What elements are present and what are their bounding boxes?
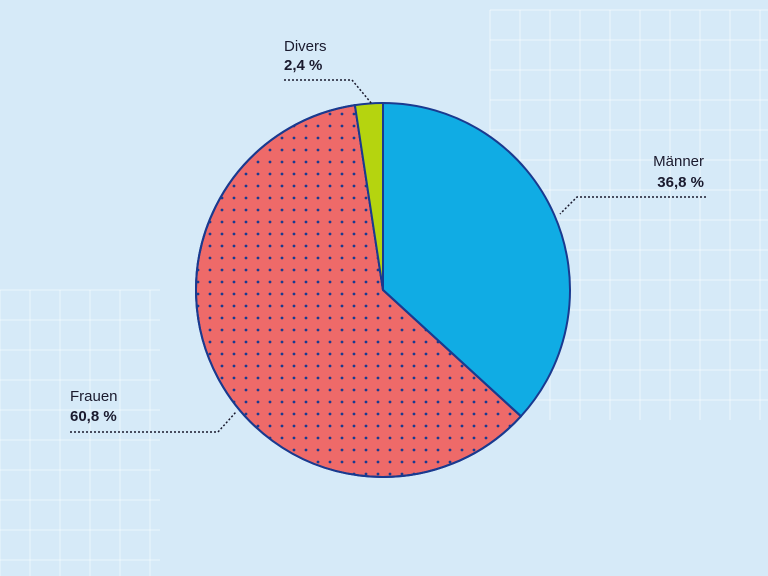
leader-line-divers — [284, 79, 373, 105]
background-grid-bottom-left — [0, 289, 160, 576]
slice-value-divers: 2,4 % — [284, 57, 322, 74]
leader-line-frauen — [70, 411, 237, 433]
slice-value-maenner: 36,8 % — [657, 174, 704, 191]
background-grid-top-right — [489, 9, 768, 420]
pie-slice-frauen-dot-pattern — [195, 104, 522, 478]
pie-slice-divers — [353, 102, 384, 291]
pie-slice-maenner — [382, 102, 571, 418]
slice-label-maenner: Männer — [653, 153, 704, 170]
slice-label-divers: Divers — [284, 38, 327, 55]
leader-line-maenner — [559, 196, 706, 215]
slice-label-frauen: Frauen — [70, 388, 118, 405]
pie-slices — [195, 102, 571, 478]
slice-value-frauen: 60,8 % — [70, 408, 117, 425]
